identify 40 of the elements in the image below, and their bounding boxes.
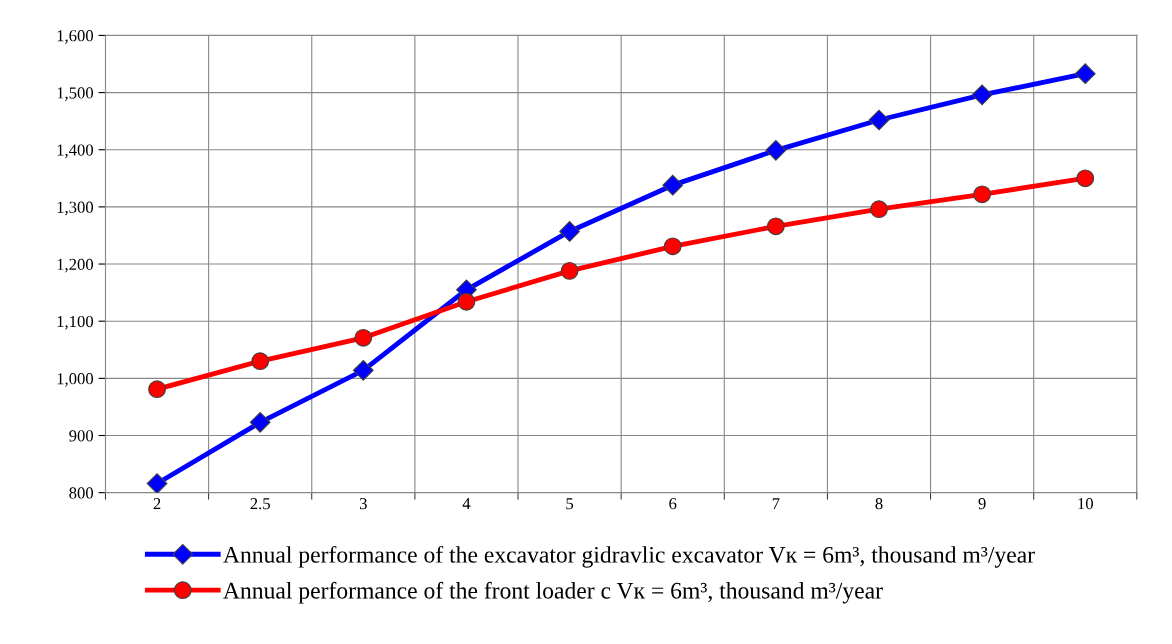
- x-tick-label: 2: [153, 498, 161, 510]
- y-tick-label: 900: [69, 430, 94, 442]
- x-tick-label: 5: [566, 498, 574, 510]
- point: [251, 352, 270, 371]
- point: [1076, 169, 1095, 188]
- x-tick-label: 4: [462, 498, 471, 510]
- x-tick-label: 9: [978, 498, 986, 510]
- point: [766, 217, 785, 236]
- point: [1074, 63, 1096, 85]
- point: [870, 200, 888, 219]
- point: [765, 139, 787, 161]
- point: [868, 109, 890, 131]
- y-tick-label: 1,000: [57, 373, 94, 387]
- point: [662, 174, 684, 196]
- point: [249, 411, 271, 433]
- y-tick-label: 1,500: [57, 87, 94, 101]
- x-tick-label: 6: [669, 498, 677, 510]
- x-tick-label: 10: [1078, 498, 1093, 510]
- point: [146, 473, 168, 493]
- point: [148, 380, 166, 399]
- y-tick-label: 1,400: [57, 144, 94, 159]
- y-tick-label: 1,300: [57, 201, 94, 216]
- legend-label: Annual performance of the front loader с Vк = 6m³, thousand m³/year: [223, 581, 883, 604]
- point: [457, 292, 476, 311]
- x-tick-label: 3: [359, 498, 367, 510]
- x-tick-label: 8: [875, 498, 883, 510]
- x-tick-label: 2.5: [250, 498, 270, 510]
- point: [354, 328, 373, 347]
- point: [559, 221, 580, 242]
- y-tick-label: 1,200: [57, 258, 94, 273]
- point: [971, 84, 993, 106]
- x-tick-label: 7: [772, 498, 780, 510]
- legend-label: Annual performance of the excavator gidravlic excavator Vк = 6m³, thousand m³/year: [223, 545, 1035, 568]
- y-tick-label: 1,600: [57, 30, 94, 44]
- y-tick-label: 1,100: [57, 315, 94, 330]
- point: [973, 185, 992, 204]
- point: [352, 359, 374, 381]
- y-tick-label: 800: [69, 487, 94, 499]
- point: [663, 237, 682, 256]
- point: [560, 262, 579, 280]
